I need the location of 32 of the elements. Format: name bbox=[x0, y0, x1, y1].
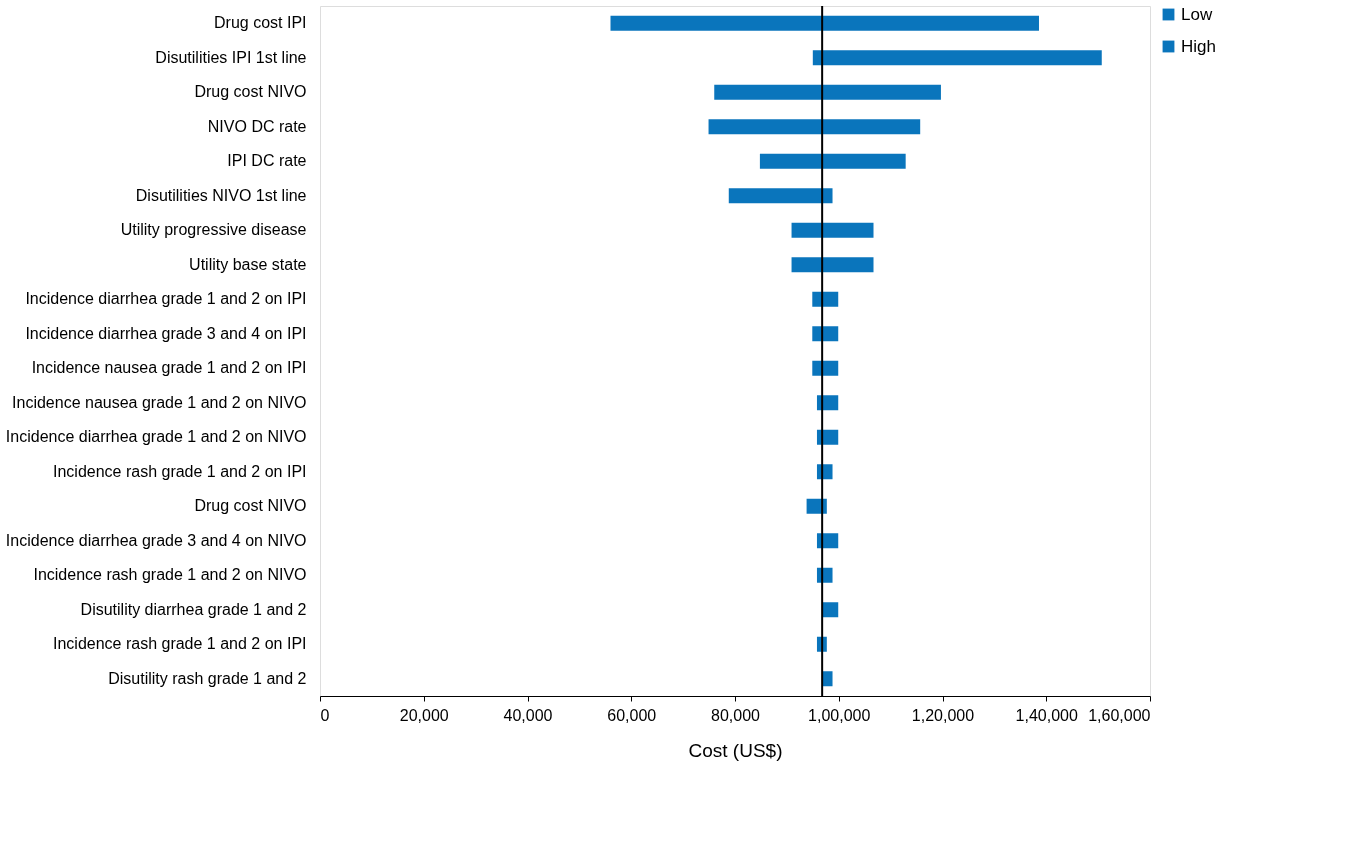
y-tick-label: Incidence rash grade 1 and 2 on IPI bbox=[52, 635, 307, 653]
y-tick-label: Incidence diarrhea grade 1 and 2 on NIVO bbox=[5, 428, 307, 446]
y-tick-label: Incidence rash grade 1 and 2 on IPI bbox=[52, 462, 307, 480]
y-tick-label: Incidence rash grade 1 and 2 on NIVO bbox=[33, 566, 307, 584]
y-tick-label: NIVO DC rate bbox=[207, 117, 307, 135]
y-tick-label: Disutility diarrhea grade 1 and 2 bbox=[80, 600, 307, 618]
legend-label: Low bbox=[1181, 4, 1213, 24]
y-tick-label: Drug cost IPI bbox=[214, 14, 307, 32]
x-tick-label: 0 bbox=[320, 706, 330, 724]
y-tick-label: Utility base state bbox=[189, 255, 307, 273]
y-tick-label: Utility progressive disease bbox=[120, 221, 307, 239]
y-tick-label: Drug cost NIVO bbox=[194, 497, 307, 515]
y-tick-label: Incidence nausea grade 1 and 2 on NIVO bbox=[12, 393, 307, 411]
y-tick-label: Incidence diarrhea grade 1 and 2 on IPI bbox=[25, 290, 307, 308]
x-axis-title: Cost (US$) bbox=[688, 739, 783, 761]
y-tick-label: Incidence diarrhea grade 3 and 4 on NIVO bbox=[5, 531, 307, 549]
x-tick-label: 40,000 bbox=[503, 706, 553, 724]
y-tick-label: IPI DC rate bbox=[227, 152, 307, 170]
x-tick-label: 1,20,000 bbox=[911, 706, 975, 724]
y-tick-label: Drug cost NIVO bbox=[194, 83, 307, 101]
x-tick-label: 60,000 bbox=[607, 706, 657, 724]
y-tick-label: Disutilities IPI 1st line bbox=[155, 48, 307, 66]
y-tick-label: Incidence nausea grade 1 and 2 on IPI bbox=[31, 359, 307, 377]
x-tick-label: 80,000 bbox=[711, 706, 761, 724]
x-tick-label: 1,60,000 bbox=[1088, 706, 1151, 724]
x-tick-label: 20,000 bbox=[399, 706, 449, 724]
legend-label: High bbox=[1181, 36, 1216, 56]
x-tick-label: 1,00,000 bbox=[808, 706, 871, 724]
y-tick-label: Disutilities NIVO 1st line bbox=[135, 186, 307, 204]
x-tick-label: 1,40,000 bbox=[1015, 706, 1078, 724]
y-tick-label: Incidence diarrhea grade 3 and 4 on IPI bbox=[25, 324, 307, 342]
y-tick-label: Disutility rash grade 1 and 2 bbox=[108, 669, 307, 687]
